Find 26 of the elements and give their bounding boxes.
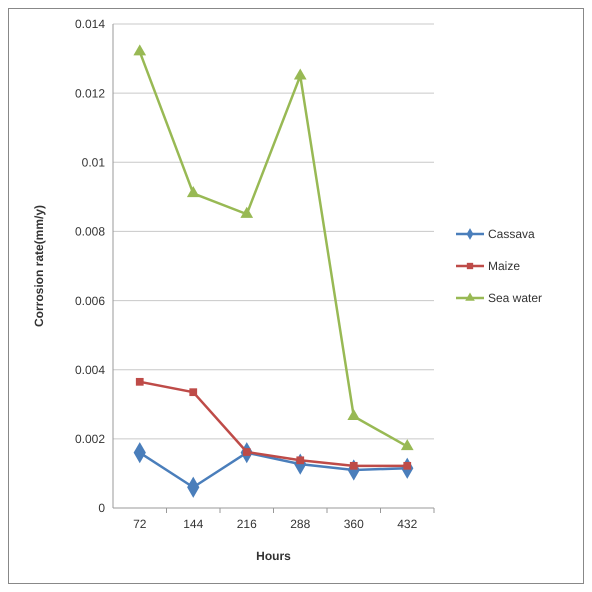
point — [240, 206, 254, 218]
x-tick-label: 72 — [133, 517, 147, 531]
y-tick-label: 0.012 — [74, 86, 106, 100]
legend-label: Cassava — [488, 227, 536, 242]
y-tick-label: 0 — [98, 501, 106, 516]
x-tick-label: 216 — [236, 517, 258, 531]
point — [133, 44, 146, 56]
y-tick-label: 0.008 — [74, 224, 106, 239]
y-axis-title: Corrosion rate(mm/y) — [32, 204, 46, 328]
point — [347, 409, 360, 420]
point — [294, 68, 307, 80]
y-tick-label: 0.014 — [74, 17, 106, 32]
x-tick-label: 144 — [183, 517, 204, 531]
y-tick-label: 0.01 — [82, 155, 106, 170]
x-tick-label: 360 — [344, 517, 364, 531]
point — [186, 186, 200, 198]
x-tick-label: 288 — [290, 517, 311, 531]
point — [136, 378, 144, 386]
y-tick-label: 0.002 — [74, 432, 106, 446]
x-tick-label: 432 — [397, 517, 418, 531]
point — [189, 388, 198, 396]
x-axis-title: Hours — [256, 549, 292, 563]
y-tick-label: 0.004 — [74, 362, 106, 377]
y-tick-label: 0.006 — [74, 294, 106, 308]
legend-label: Maize — [488, 259, 520, 274]
legend-label: Sea water — [488, 291, 542, 306]
